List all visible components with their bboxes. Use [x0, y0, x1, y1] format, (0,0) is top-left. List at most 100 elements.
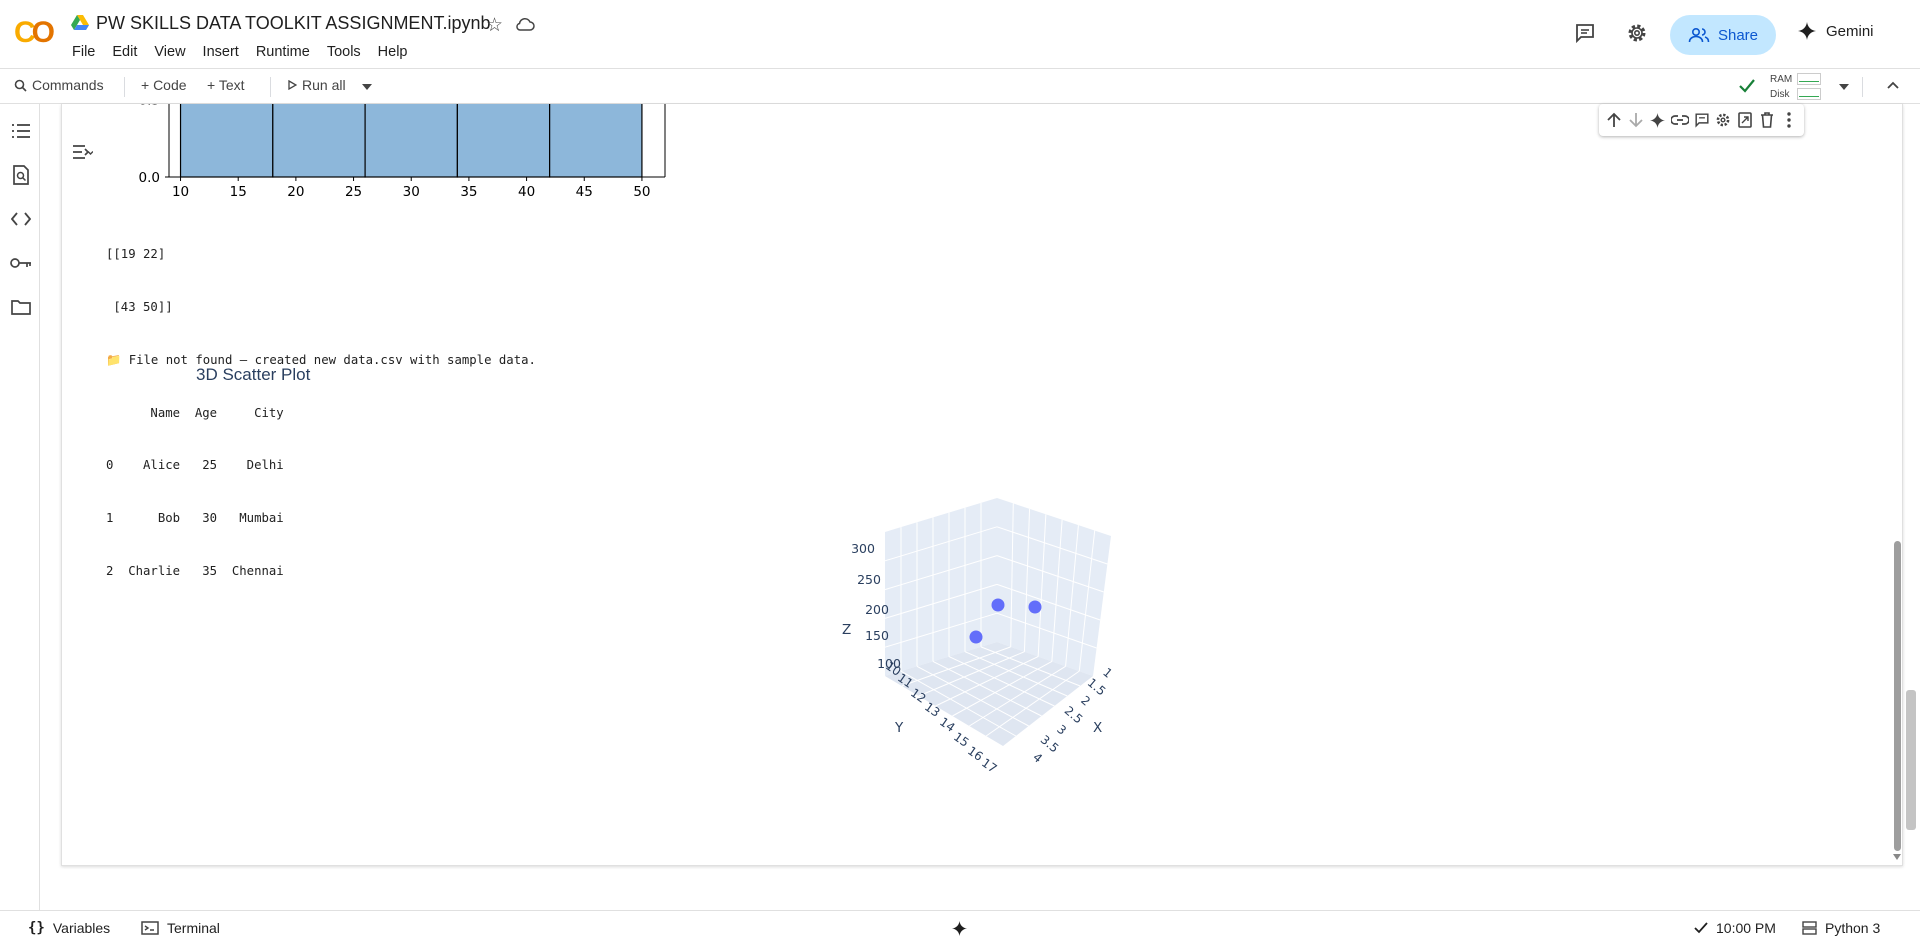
check-icon	[1694, 922, 1708, 934]
cell-settings-icon[interactable]	[1712, 109, 1734, 131]
delete-cell-icon[interactable]	[1756, 109, 1778, 131]
variables-button[interactable]: {} Variables	[28, 920, 110, 936]
comment-icon[interactable]	[1691, 109, 1713, 131]
scene-gridline	[1037, 514, 1047, 657]
code-cell[interactable]: 10 15 20 25 30 35 40 45 50 0.0 0.5 100 150 200 250 300…	[61, 104, 1903, 866]
collapse-up-icon[interactable]	[1887, 81, 1899, 89]
scrollbar-thumb[interactable]	[1894, 541, 1901, 851]
cell-scrollbar[interactable]	[1891, 104, 1903, 866]
move-cell-up-icon[interactable]	[1603, 109, 1625, 131]
run-options-dropdown-icon[interactable]	[362, 84, 372, 90]
add-text-button[interactable]: + Text	[207, 77, 245, 93]
link-icon[interactable]	[1669, 109, 1691, 131]
terminal-button[interactable]: Terminal	[141, 920, 220, 936]
console-line: Name Age City	[106, 405, 284, 420]
scene-gridline	[884, 612, 998, 648]
histogram-x-tick-label: 30	[403, 184, 420, 200]
x-tick-label: 4	[1030, 750, 1045, 766]
scene-gridline	[1065, 525, 1079, 667]
notebook-toolbar: Commands + Code + Text Run all RAM Disk	[0, 68, 1920, 104]
z-tick-label: 250	[857, 572, 881, 587]
secrets-key-icon[interactable]	[10, 252, 32, 274]
gemini-button[interactable]: Gemini	[1798, 22, 1874, 40]
x-tick-label: 1	[1100, 665, 1115, 681]
histogram-x-tick-label: 10	[172, 184, 189, 200]
commands-button[interactable]: Commands	[14, 77, 104, 93]
play-icon	[288, 80, 297, 90]
runtime-dropdown-icon[interactable]	[1839, 84, 1849, 90]
scene-gridline	[1051, 519, 1063, 662]
scroll-down-arrow-icon[interactable]	[1893, 854, 1901, 860]
resource-monitor[interactable]: RAM Disk	[1770, 72, 1792, 102]
settings-icon[interactable]	[1626, 22, 1648, 44]
histogram-bar	[179, 104, 274, 178]
run-all-button[interactable]: Run all	[288, 77, 346, 93]
variables-label: Variables	[52, 920, 111, 936]
scene-gridline	[935, 656, 1039, 707]
x-tick-label: 3	[1054, 722, 1069, 738]
files-folder-icon[interactable]	[10, 296, 32, 318]
scene-gridline	[985, 670, 1080, 737]
cloud-saved-icon[interactable]	[515, 16, 535, 32]
page-scrollbar-thumb[interactable]	[1906, 690, 1916, 830]
top-bar: CO PW SKILLS DATA TOOLKIT ASSIGNMENT.ipy…	[0, 0, 1920, 68]
console-line: 📁 File not found — created new data.csv …	[106, 352, 536, 367]
connected-check-icon[interactable]	[1738, 78, 1756, 94]
notebook-title[interactable]: PW SKILLS DATA TOOLKIT ASSIGNMENT.ipynb	[96, 13, 491, 33]
menu-runtime[interactable]: Runtime	[255, 44, 310, 60]
output-actions-icon[interactable]	[71, 142, 93, 162]
add-code-button[interactable]: + Code	[141, 77, 187, 93]
menu-tools[interactable]: Tools	[326, 44, 361, 60]
plot-title: 3D Scatter Plot	[196, 365, 311, 384]
scene-gridline	[1010, 503, 1014, 647]
scene-gridline	[900, 670, 1017, 737]
menu-insert[interactable]: Insert	[202, 44, 239, 60]
comments-icon[interactable]	[1574, 22, 1596, 44]
ram-label: RAM	[1770, 74, 1793, 85]
star-icon[interactable]: ☆	[486, 15, 504, 36]
histogram-chart: 10 15 20 25 30 35 40 45 50 0.0 0.5	[139, 104, 666, 200]
scene-gridline	[884, 583, 998, 619]
table-of-contents-icon[interactable]	[10, 120, 32, 142]
menu-help[interactable]: Help	[377, 44, 408, 60]
menu-view[interactable]: View	[154, 44, 186, 60]
histogram-x-tick-label: 50	[633, 184, 650, 200]
move-cell-down-icon[interactable]	[1625, 109, 1647, 131]
cell-toolbar	[1599, 104, 1804, 136]
scene-gridline	[996, 583, 1101, 621]
histogram-x-tick-label: 35	[460, 184, 477, 200]
gemini-sparkle-icon[interactable]	[1647, 109, 1669, 131]
code-snippets-icon[interactable]	[10, 208, 32, 230]
commands-label: Commands	[32, 77, 104, 93]
scene-gridline	[1023, 508, 1031, 652]
histogram-bar	[272, 104, 366, 178]
histogram-x-tick-label: 20	[287, 184, 304, 200]
menu-file[interactable]: File	[72, 44, 96, 60]
menu-bar: File Edit View Insert Runtime Tools Help	[72, 44, 425, 60]
more-options-icon[interactable]	[1778, 109, 1800, 131]
console-line: 2 Charlie 35 Chennai	[106, 563, 284, 578]
scene-gridline	[980, 646, 1081, 687]
left-sidebar	[0, 104, 40, 910]
z-tick-label: 300	[851, 541, 875, 556]
histogram-y-tick-label: 0.5	[139, 104, 160, 109]
last-run-status[interactable]: 10:00 PM	[1694, 920, 1776, 936]
colab-logo[interactable]: CO	[14, 16, 55, 49]
scatter-point	[991, 598, 1005, 612]
google-drive-icon	[71, 15, 89, 30]
kernel-status[interactable]: Python 3	[1802, 920, 1880, 936]
find-in-notebook-icon[interactable]	[10, 164, 32, 186]
ram-usage-bar	[1797, 73, 1821, 85]
share-label: Share	[1717, 26, 1759, 44]
share-button[interactable]: Share	[1670, 15, 1776, 55]
menu-edit[interactable]: Edit	[112, 44, 138, 60]
scatter-3d-chart[interactable]: 100150200250300101112131415161711.522.53…	[842, 498, 1115, 776]
scene-gridline	[964, 651, 1068, 697]
cell-output-graphics: 10 15 20 25 30 35 40 45 50 0.0 0.5 100 150 200 250 300…	[139, 104, 1115, 776]
scene-gridline	[918, 651, 1025, 697]
y-axis-title: Y	[894, 720, 904, 736]
console-line: [43 50]]	[106, 299, 173, 314]
mirror-cell-icon[interactable]	[1734, 109, 1756, 131]
scene-gridline	[996, 526, 1108, 565]
gemini-sparkle-icon[interactable]	[952, 921, 967, 936]
